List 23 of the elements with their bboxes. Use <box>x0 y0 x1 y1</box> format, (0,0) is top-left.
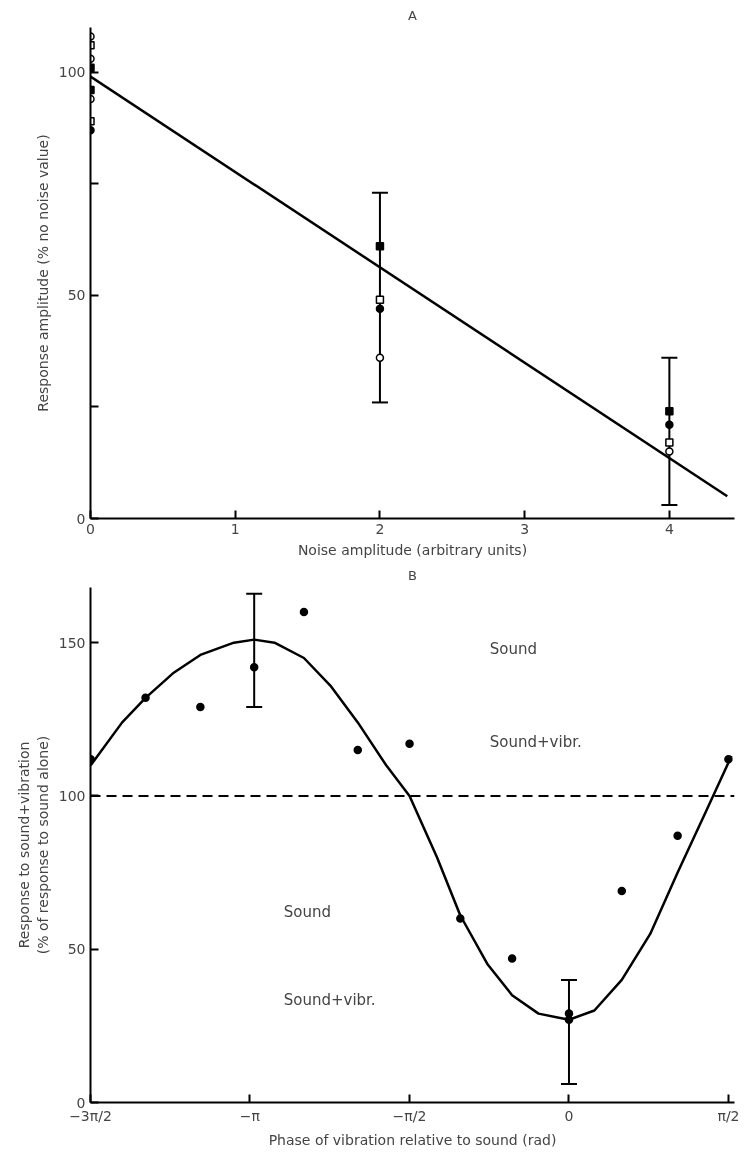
chart-title: B <box>408 567 417 583</box>
x-tick-label: 1 <box>230 520 240 537</box>
y-tick-label: 50 <box>67 941 86 958</box>
x-tick-label: 3 <box>520 520 530 537</box>
x-tick-label: −π/2 <box>392 1107 427 1124</box>
y-tick-label: 50 <box>67 287 86 304</box>
x-tick-label: −π <box>239 1107 261 1124</box>
annotation: Sound+vibr. <box>283 990 376 1009</box>
x-axis-title: Phase of vibration relative to sound (rad) <box>268 1131 557 1148</box>
y-tick-label: 100 <box>58 64 86 81</box>
x-tick-label: 0 <box>564 1107 574 1124</box>
y-tick-label: 100 <box>58 787 86 804</box>
annotation: Sound+vibr. <box>489 733 582 751</box>
y-tick-label: 150 <box>58 634 86 651</box>
x-tick-label: π/2 <box>717 1107 740 1124</box>
y-axis-title: Response amplitude (% no noise value) <box>34 134 51 412</box>
x-axis-title: Noise amplitude (arbitrary units) <box>297 541 528 558</box>
annotation: Sound <box>283 902 331 921</box>
chart-title: A <box>408 7 418 23</box>
y-axis-title: Response to sound+vibration (% of response to sound alone) <box>15 735 51 955</box>
x-tick-label: 4 <box>664 520 674 537</box>
annotation: Sound <box>489 640 538 659</box>
x-tick-label: 2 <box>375 520 385 537</box>
